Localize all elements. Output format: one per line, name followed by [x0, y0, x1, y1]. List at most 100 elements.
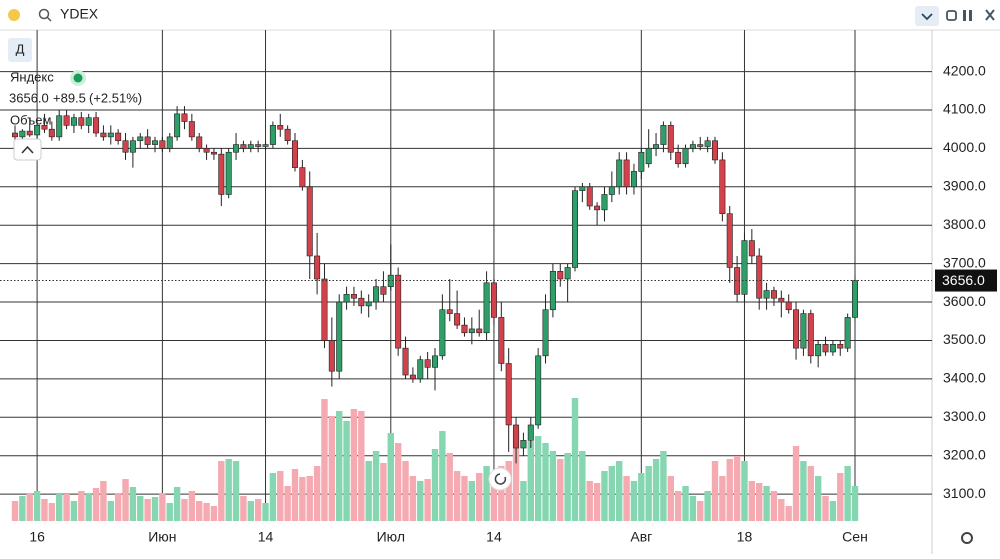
- volume-bar: [446, 453, 453, 521]
- volume-bar: [505, 461, 512, 521]
- price-change-pct: (+2.51%): [89, 90, 142, 105]
- period-label: Д: [16, 41, 25, 56]
- volume-bar: [365, 461, 372, 521]
- candle-body: [188, 121, 195, 138]
- volume-bar: [542, 443, 549, 521]
- candle-body: [196, 136, 203, 149]
- y-tick-label: 3600.0: [943, 293, 986, 309]
- candle-body: [616, 159, 623, 188]
- pause-button[interactable]: [963, 10, 966, 21]
- candle-body: [439, 309, 446, 357]
- volume-bar: [608, 466, 616, 521]
- volume-bar: [726, 459, 733, 521]
- candle-body: [129, 140, 136, 153]
- candle-body: [564, 267, 571, 280]
- candle-body: [653, 144, 660, 149]
- close-button[interactable]: [985, 9, 995, 21]
- candle-body: [645, 148, 652, 165]
- volume-bar: [616, 461, 623, 521]
- candle-body: [697, 144, 704, 147]
- candle-body: [240, 144, 247, 149]
- candle-body: [667, 125, 674, 153]
- candle-body: [741, 240, 748, 295]
- candle-body: [328, 340, 335, 372]
- volume-bar: [144, 499, 151, 521]
- candle-body: [409, 374, 416, 380]
- y-tick-label: 3200.0: [943, 446, 986, 462]
- volume-bar: [210, 506, 218, 521]
- y-tick-label: 4200.0: [943, 62, 986, 78]
- volume-bar: [19, 496, 26, 521]
- volume-bar: [520, 481, 527, 521]
- volume-bar: [586, 481, 593, 521]
- volume-bar: [114, 493, 122, 521]
- candle-body: [851, 280, 858, 318]
- candle-body: [601, 194, 608, 211]
- candle-body: [468, 328, 475, 334]
- instrument-name: Яндекс: [10, 69, 54, 84]
- window-button[interactable]: [946, 10, 957, 21]
- candle-body: [424, 359, 431, 368]
- candle-body: [350, 294, 357, 299]
- volume-bar: [527, 441, 534, 521]
- candle-body: [476, 328, 483, 334]
- candle-body: [380, 286, 387, 295]
- volume-bar: [534, 436, 542, 521]
- status-dot: [8, 9, 20, 21]
- volume-bar: [107, 501, 114, 521]
- candle-body: [159, 140, 166, 149]
- search-text[interactable]: YDEX: [60, 6, 99, 22]
- collapse-button[interactable]: [13, 138, 42, 161]
- period-button[interactable]: [8, 38, 32, 62]
- candle-body: [218, 153, 225, 195]
- price-change: +89.5: [53, 90, 86, 105]
- candle-body: [822, 344, 829, 353]
- volume-bar: [822, 496, 829, 521]
- candle-body: [225, 151, 232, 195]
- candle-body: [571, 190, 578, 268]
- candle-body: [778, 297, 785, 303]
- y-tick-label: 3100.0: [943, 485, 986, 501]
- volume-bar: [159, 493, 166, 521]
- candle-body: [461, 324, 468, 334]
- candle-body: [505, 363, 512, 426]
- volume-bar: [63, 494, 70, 521]
- pause-button[interactable]: [969, 10, 972, 21]
- volume-bar: [439, 431, 446, 521]
- volume-bar: [630, 481, 638, 521]
- last-price: 3656.0: [9, 90, 49, 105]
- volume-bar: [468, 481, 476, 521]
- candle-body: [122, 140, 129, 153]
- candle-body: [306, 186, 313, 257]
- x-tick-label: Июл: [377, 529, 405, 545]
- candle-body: [70, 117, 77, 126]
- volume-bar: [512, 431, 520, 521]
- volume-bar: [269, 473, 277, 521]
- volume-bar: [557, 459, 564, 521]
- volume-bar: [166, 503, 173, 521]
- candle-body: [299, 167, 306, 188]
- candle-body: [152, 140, 159, 145]
- candle-body: [284, 128, 291, 142]
- candle-body: [277, 125, 284, 130]
- collapse-icon: [21, 145, 34, 154]
- volume-bar: [56, 494, 63, 521]
- volume-bar: [814, 476, 822, 521]
- candle-body: [107, 132, 114, 138]
- y-tick-label: 3700.0: [943, 254, 986, 270]
- volume-bar: [667, 476, 674, 521]
- volume-bar: [240, 496, 247, 521]
- candle-body: [181, 113, 188, 122]
- dropdown-button[interactable]: [915, 6, 939, 26]
- volume-bar: [336, 411, 343, 521]
- candle-body: [269, 125, 276, 145]
- volume-bar: [78, 491, 85, 521]
- volume-bar: [417, 481, 424, 521]
- candle-body: [682, 148, 689, 165]
- volume-bar: [645, 466, 652, 521]
- volume-bar: [41, 499, 48, 521]
- settings-icon[interactable]: [961, 532, 973, 544]
- volume-bar: [851, 486, 859, 521]
- reset-button[interactable]: [488, 467, 512, 491]
- volume-bar: [579, 451, 586, 521]
